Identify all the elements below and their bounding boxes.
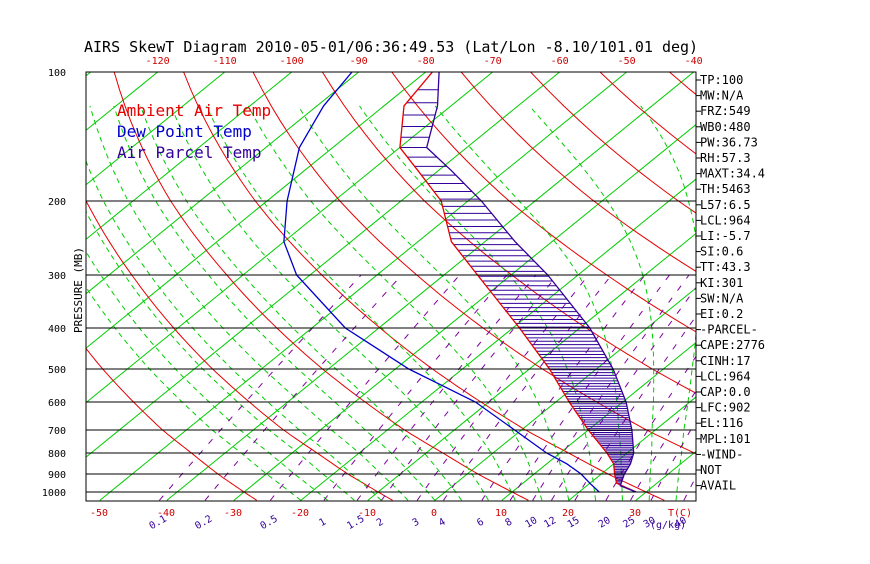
top-temp-tick-label: -70: [484, 56, 502, 67]
pressure-tick-label: 500: [48, 365, 66, 376]
parcel-line: [427, 72, 636, 492]
y-axis-label: PRESSURE (MB): [72, 247, 85, 333]
bottom-temp-tick-label: -50: [90, 508, 108, 519]
index-label: MW:N/A: [700, 89, 744, 103]
moist-adiabat-line: [49, 106, 355, 500]
pressure-tick-label: 600: [48, 398, 66, 409]
pressure-tick-label: 100: [48, 68, 66, 79]
moist-adiabat-line: [90, 106, 408, 500]
dry-adiabat-line: [0, 6, 257, 501]
index-label: SW:N/A: [700, 291, 744, 305]
pressure-tick-label: 300: [48, 271, 66, 282]
mixing-ratio-unit-label: (g/kg): [650, 520, 686, 531]
mixing-ratio-line: [324, 275, 507, 500]
pressure-tick-label: 800: [48, 449, 66, 460]
mixing-ratio-line: [417, 275, 588, 500]
index-label: -PARCEL-: [700, 323, 758, 337]
index-label: AVAIL: [700, 479, 736, 493]
index-label: PW:36.73: [700, 135, 758, 149]
mixing-ratio-line: [510, 275, 669, 500]
pressure-tick-label: 1000: [42, 488, 66, 499]
isotherm-line: [770, 6, 870, 501]
mixing-ratio-label: 0.5: [259, 514, 280, 533]
index-label: TH:5463: [700, 182, 751, 196]
mixing-ratio-line: [159, 275, 361, 500]
index-label: FRZ:549: [700, 104, 751, 118]
isotherm-line: [636, 6, 870, 501]
index-label: CINH:17: [700, 354, 751, 368]
dry-adiabat-line: [101, 6, 529, 501]
index-label: L57:6.5: [700, 198, 751, 212]
bottom-temp-tick-label: -30: [224, 508, 242, 519]
index-label: SI:0.6: [700, 245, 743, 259]
dry-adiabat-line: [728, 6, 870, 501]
mixing-ratio-label: 20: [597, 515, 613, 531]
mixing-ratio-label: 2: [375, 517, 386, 530]
moist-adiabat-line: [114, 106, 435, 500]
chart-title: AIRS SkewT Diagram 2010-05-01/06:36:49.5…: [84, 38, 698, 56]
bottom-temp-tick-label: 0: [431, 508, 437, 519]
index-label: EL:116: [700, 416, 743, 430]
index-label: CAPE:2776: [700, 338, 765, 352]
index-label: LI:-5.7: [700, 229, 751, 243]
index-label: MPL:101: [700, 432, 751, 446]
index-label: CAP:0.0: [700, 385, 751, 399]
top-temp-tick-label: -110: [213, 56, 237, 67]
top-temp-tick-label: -120: [146, 56, 170, 67]
top-temp-tick-label: -100: [280, 56, 304, 67]
moist-adiabat-line: [13, 106, 301, 500]
index-label: RH:57.3: [700, 151, 751, 165]
isotherm-line: [0, 6, 440, 501]
index-label: LCL:964: [700, 369, 751, 383]
index-label: KI:301: [700, 276, 743, 290]
mixing-ratio-label: 8: [504, 517, 515, 530]
mixing-ratio-label: 6: [475, 517, 486, 530]
isotherm-line: [0, 6, 38, 501]
index-label: -WIND-: [700, 447, 743, 461]
index-label: WB0:480: [700, 120, 751, 134]
moist-adiabat-line: [248, 106, 542, 500]
legend-entry: Dew Point Temp: [117, 122, 252, 141]
isotherm-line: [33, 6, 641, 501]
index-label: NOT: [700, 463, 722, 477]
mixing-ratio-label: 1: [317, 517, 328, 530]
bottom-temp-tick-label: -20: [291, 508, 309, 519]
top-temp-tick-label: -60: [551, 56, 569, 67]
legend-entry: Air Parcel Temp: [117, 143, 262, 162]
mixing-ratio-label: 10: [523, 515, 539, 531]
dry-adiabat-line: [790, 6, 870, 501]
index-label: TP:100: [700, 73, 743, 87]
top-temp-tick-label: -80: [417, 56, 435, 67]
pressure-tick-label: 900: [48, 470, 66, 481]
mixing-ratio-label: 3: [411, 517, 422, 530]
isotherm-line: [0, 6, 306, 501]
dry-adiabat-line: [477, 6, 870, 501]
pressure-tick-label: 400: [48, 324, 66, 335]
mixing-ratio-label: 0.2: [193, 514, 214, 533]
pressure-tick-label: 700: [48, 426, 66, 437]
moist-adiabat-line: [69, 106, 382, 500]
index-label: TT:43.3: [700, 260, 751, 274]
index-label: LFC:902: [700, 401, 751, 415]
dry-adiabat-line: [853, 6, 870, 501]
index-label: LCL:964: [700, 213, 751, 227]
isotherm-line: [502, 6, 870, 501]
top-temp-tick-label: -50: [618, 56, 636, 67]
mixing-ratio-label: 4: [437, 517, 448, 530]
mixing-ratio-line: [270, 275, 459, 500]
mixing-ratio-label: 12: [542, 515, 558, 531]
index-label: MAXT:34.4: [700, 167, 765, 181]
top-temp-tick-label: -90: [350, 56, 368, 67]
bottom-temp-tick-label: 10: [495, 508, 507, 519]
dewpoint-line: [284, 72, 599, 492]
top-temp-tick-label: -40: [685, 56, 703, 67]
pressure-tick-label: 200: [48, 197, 66, 208]
dry-adiabat-line: [289, 6, 870, 501]
index-label: EI:0.2: [700, 307, 743, 321]
legend-entry: Ambient Air Temp: [117, 101, 271, 120]
